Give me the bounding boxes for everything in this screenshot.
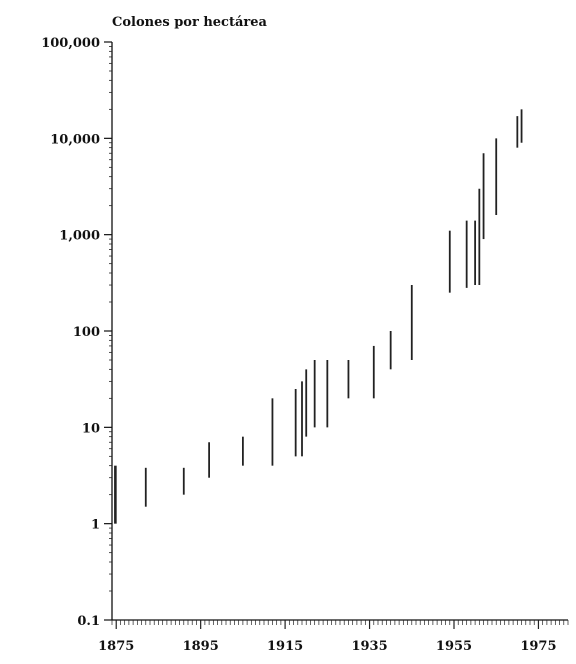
x-tick-label: 1895 bbox=[183, 639, 219, 654]
y-tick-label: 1 bbox=[91, 518, 100, 533]
y-tick-label: 10 bbox=[82, 421, 100, 436]
y-tick-label: 10,000 bbox=[50, 132, 100, 147]
x-axis: 1875 1895 1915 1935 1955 1975 bbox=[98, 619, 569, 654]
y-tick-label: 0.1 bbox=[77, 614, 100, 629]
x-tick-label: 1875 bbox=[98, 639, 134, 654]
y-tick-label: 1,000 bbox=[59, 229, 100, 244]
x-tick-label: 1915 bbox=[267, 639, 303, 654]
y-axis: 100,000 10,000 1,000 100 10 1 0.1 bbox=[41, 36, 113, 629]
x-tick-label: 1955 bbox=[436, 639, 472, 654]
range-bars bbox=[114, 109, 523, 524]
x-tick-label: 1935 bbox=[351, 639, 387, 654]
y-axis-title: Colones por hectárea bbox=[112, 15, 268, 30]
y-tick-label: 100 bbox=[73, 325, 100, 340]
y-tick-label: 100,000 bbox=[41, 36, 100, 51]
x-tick-label: 1975 bbox=[520, 639, 556, 654]
